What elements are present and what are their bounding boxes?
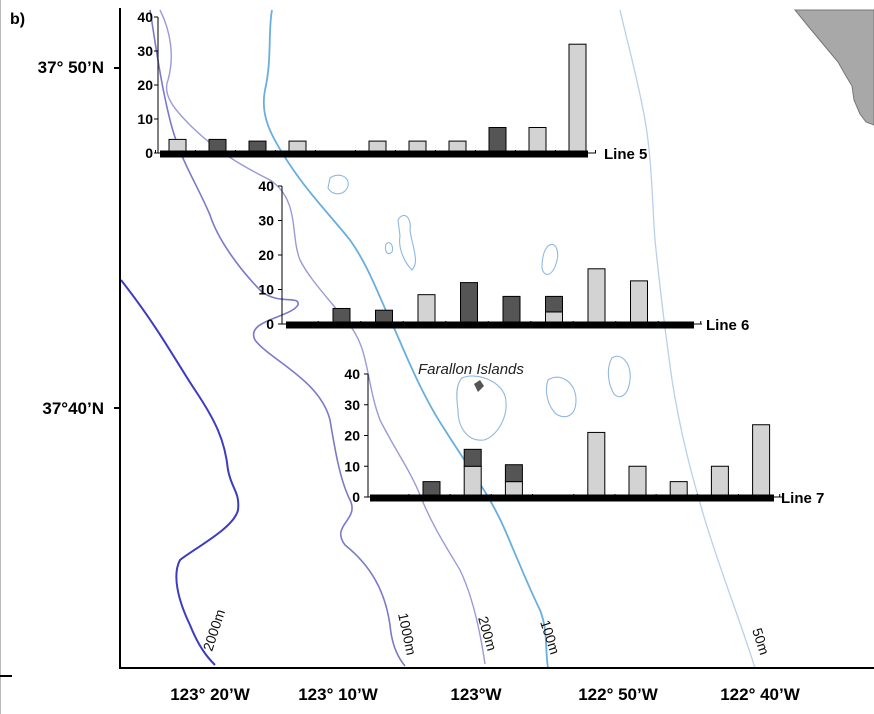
station-bar-charts: 0 10 20 30 40 Line 5 0 10 20 30 40 Line 6 0 10 20 30 40 L…: [137, 9, 824, 507]
bar-dark: [502, 295, 521, 325]
island-outlines: [327, 174, 631, 441]
bar-light: [587, 431, 606, 498]
farallon-islands-label: Farallon Islands: [418, 361, 524, 378]
bar-chart-6: 0 10 20 30 40 Line 6: [258, 178, 749, 334]
coastline-land: [793, 9, 874, 126]
longitude-label-3: 123°W: [450, 685, 502, 704]
y-tick-label: 10: [137, 111, 153, 127]
longitude-label-1: 123° 20’W: [170, 685, 251, 704]
bar-light: [417, 294, 436, 325]
transect-line-label: Line 6: [706, 317, 749, 334]
contour-label-200m: 200m: [475, 614, 500, 652]
y-tick-label: 40: [137, 9, 153, 25]
contour-2000m-line: [120, 279, 240, 666]
latitude-label-1: 37° 50’N: [38, 58, 104, 77]
bar-dark: [504, 464, 523, 483]
y-tick-label: 10: [258, 282, 274, 298]
y-tick-label: 0: [266, 316, 274, 332]
latitude-label-2: 37°40’N: [42, 399, 104, 418]
bar-dark: [463, 448, 482, 467]
longitude-label-4: 122° 50’W: [578, 685, 659, 704]
contour-label-2000m: 2000m: [200, 607, 228, 653]
bar-light: [752, 424, 771, 498]
bar-light: [568, 43, 587, 154]
y-tick-label: 20: [344, 428, 360, 444]
farallon-island-marker: [474, 380, 484, 392]
bar-dark: [545, 295, 563, 313]
y-tick-label: 0: [352, 489, 360, 505]
y-tick-label: 30: [344, 397, 360, 413]
y-tick-label: 0: [145, 145, 153, 161]
contour-100m-line: [262, 9, 549, 669]
transect-line-label: Line 7: [781, 490, 824, 507]
bar-light: [463, 465, 482, 498]
contour-1000m-line: [149, 9, 406, 667]
bar-dark: [488, 127, 507, 154]
y-tick-label: 10: [344, 458, 360, 474]
transect-line-label: Line 5: [604, 146, 647, 163]
y-tick-label: 40: [258, 178, 274, 194]
panel-label: b): [10, 11, 25, 28]
bar-light: [587, 268, 606, 325]
bar-light: [628, 465, 647, 498]
longitude-label-2: 123° 10’W: [298, 685, 379, 704]
y-tick-label: 20: [137, 77, 153, 93]
contour-50m-line: [619, 9, 756, 669]
contour-label-1000m: 1000m: [395, 611, 420, 656]
contour-200m-line: [159, 9, 486, 665]
bar-light: [710, 465, 729, 498]
bar-dark: [460, 282, 478, 325]
bar-light: [528, 127, 547, 154]
contour-label-50m: 50m: [749, 626, 773, 657]
bar-light: [630, 280, 648, 325]
longitude-label-5: 122° 40’W: [720, 685, 801, 704]
bar-chart-5: 0 10 20 30 40 Line 5: [137, 9, 647, 163]
y-tick-label: 30: [258, 213, 274, 229]
contour-label-100m: 100m: [537, 618, 563, 656]
y-tick-label: 40: [344, 366, 360, 382]
y-tick-label: 30: [137, 43, 153, 59]
bar-chart-7: 0 10 20 30 40 Line 7: [344, 366, 824, 507]
y-tick-label: 20: [258, 247, 274, 263]
